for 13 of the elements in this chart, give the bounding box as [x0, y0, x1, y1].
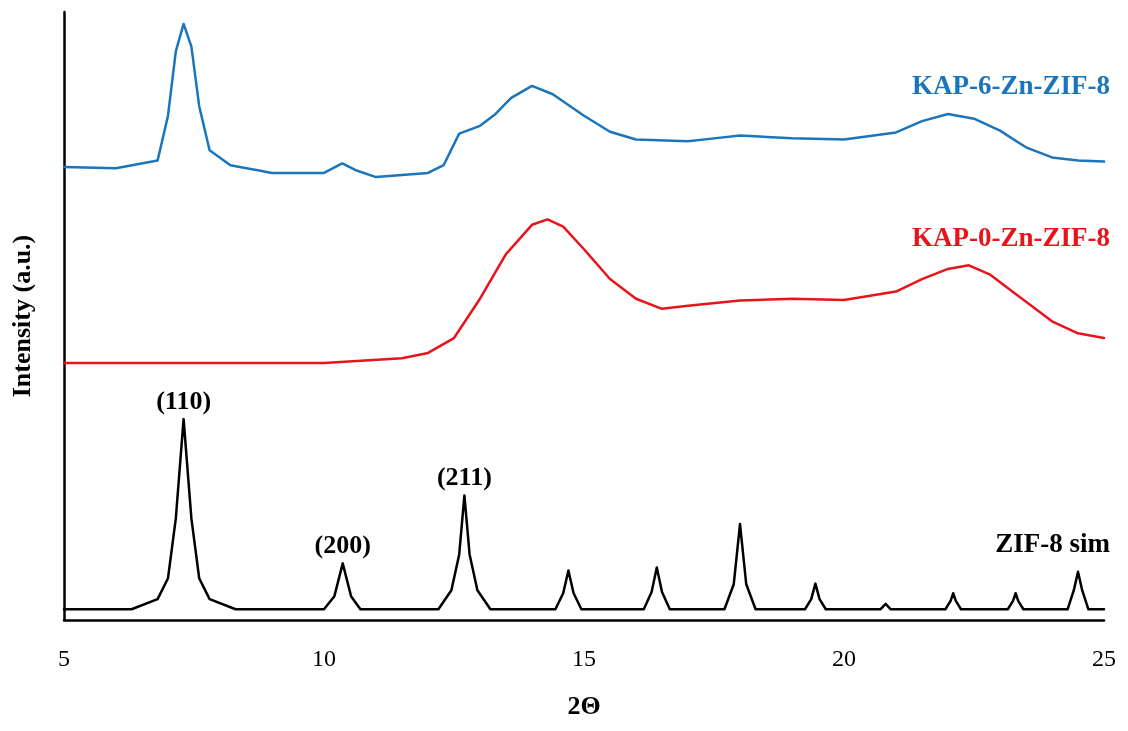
x-tick-label: 10: [312, 645, 336, 671]
annotation: (110): [156, 385, 212, 415]
series-label: ZIF-8 sim: [995, 528, 1111, 559]
annotation: (200): [314, 529, 371, 559]
x-tick-label: 5: [58, 645, 70, 671]
x-axis-title: 2Θ: [567, 690, 601, 720]
series-label: KAP-0-Zn-ZIF-8: [912, 221, 1111, 252]
x-tick-label: 20: [832, 645, 856, 671]
y-axis-title: Intensity (a.u.): [6, 234, 36, 398]
series-label: KAP-6-Zn-ZIF-8: [912, 70, 1111, 101]
x-tick-label: 15: [572, 645, 596, 671]
x-tick-label: 25: [1092, 645, 1116, 671]
annotation: (211): [436, 461, 492, 491]
